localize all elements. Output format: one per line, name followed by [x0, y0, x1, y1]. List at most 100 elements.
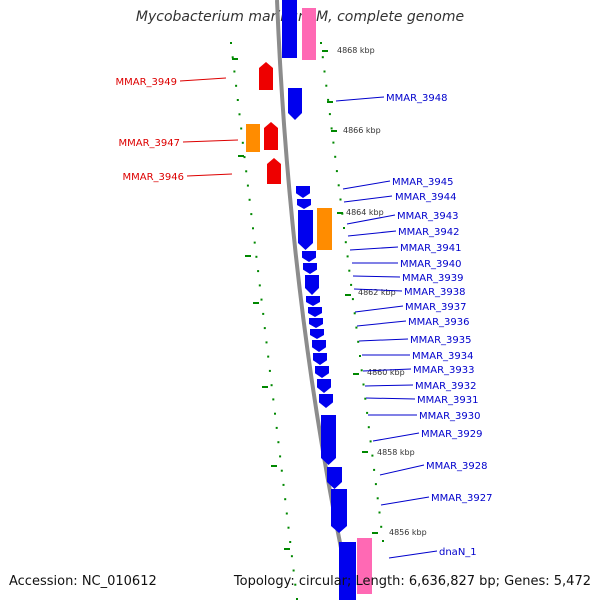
gene-label-forward: MMAR_3933 [413, 365, 475, 376]
scale-label: 4866 kbp [343, 126, 381, 135]
track-dot-right [323, 70, 326, 73]
track-dot-right [321, 56, 324, 59]
gene-arrow [312, 340, 326, 352]
track-dot-right [373, 468, 376, 471]
track-dot-right [353, 312, 356, 315]
gene-arrow [327, 467, 342, 489]
genome-title: Mycobacterium marinum M, complete genome [135, 9, 465, 25]
scale-tick [245, 255, 251, 257]
label-leader [365, 397, 416, 400]
dotted-track-layer [230, 42, 384, 600]
track-dot-left [270, 384, 273, 387]
track-dot-left [274, 412, 276, 415]
track-dot-right [344, 241, 347, 244]
label-leader [343, 195, 393, 203]
track-dot-left [245, 170, 248, 173]
gene-label-forward: MMAR_3927 [431, 493, 493, 504]
gene-label-forward: MMAR_3948 [386, 93, 448, 104]
scale-tick [337, 212, 343, 214]
label-leader [379, 464, 425, 476]
track-dot-left [235, 84, 238, 87]
gene-label-forward: MMAR_3929 [421, 429, 483, 440]
scale-tick [232, 58, 238, 60]
scale-tick [284, 548, 290, 550]
track-dot-left [290, 555, 293, 558]
track-dot-left [275, 426, 278, 429]
gene-arrow [306, 296, 320, 306]
track-dot-left [250, 213, 253, 216]
track-dot-left [285, 512, 288, 515]
gene-arrow [296, 186, 310, 198]
label-leader [186, 173, 233, 177]
gene-label-reverse: MMAR_3949 [116, 77, 178, 88]
label-leader [182, 139, 239, 143]
scale-tick [262, 386, 268, 388]
gene-arrow [302, 251, 316, 262]
gene-label-forward: MMAR_3939 [402, 273, 464, 284]
scale-label: 4868 kbp [337, 46, 375, 55]
scale-label: 4856 kbp [389, 528, 427, 537]
track-dot-left [294, 583, 297, 586]
gene-block-pseudo [246, 124, 260, 152]
gene-arrow [310, 329, 324, 339]
track-dot-left [230, 42, 232, 44]
track-dot-right [366, 411, 369, 414]
label-leader [372, 432, 420, 442]
track-dot-left [255, 255, 258, 258]
gene-label-reverse: MMAR_3947 [119, 138, 181, 149]
track-dot-right [339, 198, 342, 201]
gene-block [282, 0, 297, 58]
scale-tick [238, 155, 244, 157]
gene-arrow [315, 366, 329, 378]
gene-block [339, 542, 356, 600]
track-dot-right [348, 269, 351, 272]
track-dot-right [371, 454, 374, 457]
label-leader [352, 275, 401, 278]
gene-arrow [308, 307, 322, 317]
gene-block-highlight [357, 538, 372, 594]
track-dot-left [233, 70, 236, 73]
track-dot-right [335, 170, 338, 173]
label-leader [342, 180, 391, 190]
gene-arrow [298, 210, 313, 250]
track-dot-left [268, 369, 271, 372]
gene-label-forward: MMAR_3928 [426, 461, 488, 472]
track-dot-left [277, 441, 280, 444]
gene-label-forward: MMAR_3930 [419, 411, 481, 422]
track-dot-right [357, 340, 360, 343]
track-dot-left [241, 141, 244, 144]
gene-label-forward: MMAR_3943 [397, 211, 459, 222]
scale-label: 4862 kbp [358, 288, 396, 297]
track-dot-right [334, 155, 337, 158]
gene-arrow-reverse [267, 158, 281, 184]
label-leader [335, 96, 385, 102]
gene-label-forward: MMAR_3936 [408, 317, 470, 328]
track-dot-left [260, 298, 263, 301]
track-dot-right [320, 42, 322, 44]
track-dot-left [253, 241, 256, 244]
track-dot-right [362, 383, 365, 386]
gene-block-pseudo [317, 208, 332, 250]
track-dot-right [325, 84, 328, 87]
gene-arrow-reverse [264, 122, 278, 150]
label-leader [353, 288, 403, 292]
gene-label-forward: MMAR_3934 [412, 351, 474, 362]
scale-tick [353, 373, 359, 375]
track-dot-left [248, 198, 251, 201]
track-dot-left [240, 127, 243, 130]
track-dot-right [360, 369, 363, 372]
track-dot-right [378, 511, 381, 514]
gene-block-highlight [302, 8, 316, 60]
scale-tick [372, 532, 378, 534]
gene-arrow [297, 199, 311, 209]
scale-label: 4864 kbp [346, 208, 384, 217]
label-leader [364, 384, 414, 387]
label-leader [346, 214, 396, 225]
track-dot-left [263, 327, 266, 330]
scale-tick [253, 302, 259, 304]
label-leader [349, 246, 399, 251]
track-dot-right [369, 440, 372, 443]
track-dot-right [332, 141, 335, 144]
gene-arrow [321, 415, 336, 465]
